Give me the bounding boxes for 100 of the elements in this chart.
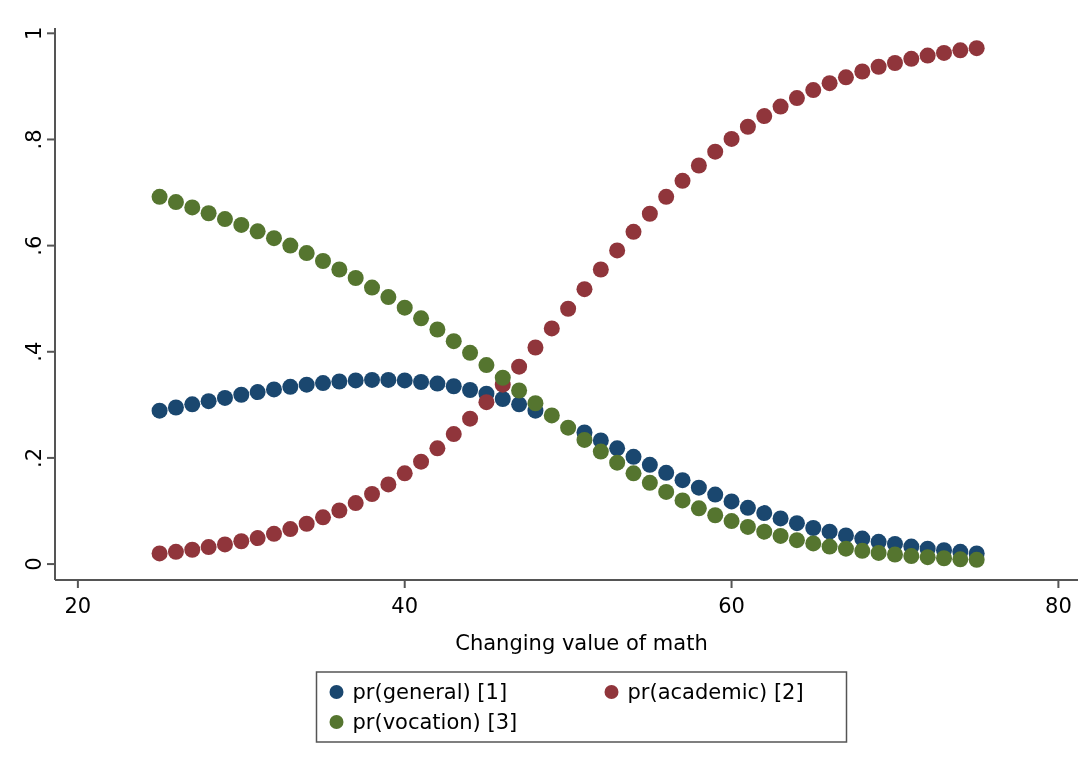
y-tick-label: 0 (22, 557, 46, 571)
point (543, 407, 560, 424)
x-tick-label: 40 (391, 594, 419, 618)
point (690, 479, 707, 496)
point (167, 543, 184, 560)
point (445, 378, 462, 395)
point (184, 541, 201, 558)
point (837, 527, 854, 544)
point (527, 395, 544, 412)
point (151, 545, 168, 562)
point (511, 358, 528, 375)
point (216, 536, 233, 553)
point (641, 474, 658, 491)
point (739, 118, 756, 135)
point (609, 454, 626, 471)
point (674, 492, 691, 509)
point (167, 399, 184, 416)
point (347, 270, 364, 286)
point (364, 486, 381, 502)
point (462, 382, 479, 398)
point (756, 523, 773, 540)
point (429, 321, 446, 338)
point (543, 320, 560, 337)
point (413, 453, 430, 470)
point (936, 44, 952, 61)
point (413, 310, 430, 327)
point (478, 394, 495, 411)
point (756, 505, 773, 522)
point (968, 551, 985, 568)
point (641, 205, 658, 222)
point (658, 464, 675, 481)
point (952, 42, 969, 59)
point (265, 525, 282, 542)
point (478, 357, 495, 374)
point (233, 386, 250, 403)
point (674, 472, 691, 489)
point (707, 507, 724, 524)
point (216, 211, 233, 228)
point (298, 245, 315, 262)
point (429, 375, 446, 392)
point (315, 375, 332, 392)
y-tick-label: .8 (22, 129, 46, 150)
point (772, 510, 789, 527)
point (396, 465, 413, 482)
point (494, 369, 511, 386)
point (788, 515, 805, 532)
x-tick-label: 20 (64, 594, 92, 618)
point (707, 486, 724, 503)
point (282, 521, 299, 538)
point (870, 544, 887, 561)
point (886, 546, 903, 563)
y-tick-label: .4 (22, 341, 46, 362)
point (805, 82, 822, 99)
point (265, 230, 282, 247)
y-tick-label: .2 (22, 447, 46, 468)
y-tick-label: .6 (22, 235, 46, 256)
point (739, 518, 756, 535)
point (723, 130, 740, 147)
legend-label: pr(general) [1] (352, 680, 508, 704)
point (903, 50, 920, 67)
legend-label: pr(academic) [2] (627, 680, 804, 704)
point (936, 550, 952, 567)
point (625, 448, 642, 465)
point (364, 279, 381, 296)
point (707, 143, 724, 160)
point (282, 378, 299, 395)
point (249, 384, 266, 401)
point (576, 431, 593, 448)
point (805, 520, 822, 536)
point (756, 108, 773, 125)
point (821, 75, 838, 92)
point (821, 523, 838, 540)
point (788, 532, 805, 549)
point (200, 393, 217, 410)
point (364, 371, 381, 388)
point (821, 538, 838, 555)
point (167, 194, 184, 211)
point (249, 530, 266, 547)
y-tick-label: 1 (22, 26, 46, 40)
point (445, 426, 462, 443)
point (625, 223, 642, 240)
point (772, 98, 789, 115)
point (560, 300, 577, 317)
point (315, 253, 332, 269)
point (560, 419, 577, 436)
point (298, 515, 315, 532)
x-axis-title: Changing value of math (455, 631, 708, 655)
point (396, 299, 413, 316)
point (739, 499, 756, 516)
point (576, 281, 593, 298)
point (184, 396, 201, 413)
point (331, 261, 348, 278)
point (380, 476, 397, 493)
point (347, 372, 364, 389)
legend-label: pr(vocation) [3] (352, 710, 518, 734)
point (641, 456, 658, 473)
point (380, 289, 397, 306)
point (837, 69, 854, 86)
point (298, 376, 315, 393)
point (870, 58, 887, 75)
